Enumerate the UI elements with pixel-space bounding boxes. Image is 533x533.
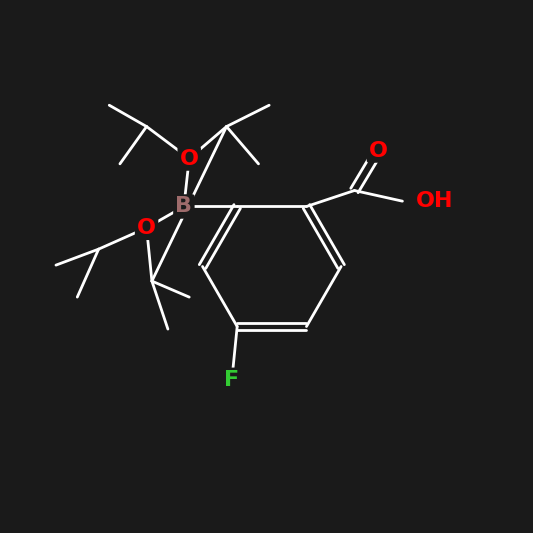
Text: O: O: [369, 141, 388, 160]
Text: F: F: [224, 370, 239, 390]
Text: B: B: [175, 197, 192, 216]
Text: O: O: [137, 218, 156, 238]
Text: O: O: [180, 149, 199, 168]
Text: OH: OH: [416, 191, 453, 211]
